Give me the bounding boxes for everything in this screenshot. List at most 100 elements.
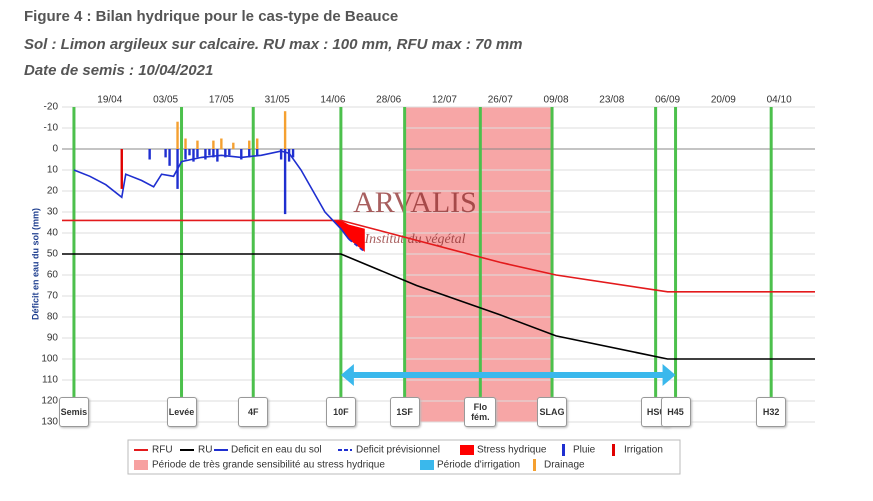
bar	[256, 149, 259, 156]
x-tick-label: 20/09	[711, 95, 736, 106]
watermark: ARVALIS	[353, 186, 477, 219]
x-tick-label: 17/05	[209, 95, 234, 106]
bar	[291, 149, 295, 158]
bar	[196, 140, 199, 149]
bar	[287, 149, 291, 162]
series-line	[62, 219, 815, 293]
y-tick-label: 100	[41, 354, 58, 365]
y-tick-label: -20	[44, 102, 59, 113]
stage-label: H32	[756, 397, 787, 427]
series-line	[73, 150, 350, 240]
bar	[216, 149, 219, 162]
x-tick-label: 26/07	[488, 95, 513, 106]
stage-label: 1SF	[389, 397, 420, 427]
bar	[224, 149, 227, 158]
bar	[232, 142, 235, 149]
bar	[176, 121, 179, 149]
legend-swatch	[562, 444, 565, 456]
bar	[164, 149, 167, 158]
x-tick-label: 23/08	[599, 95, 624, 106]
bar	[283, 149, 287, 215]
bar	[212, 149, 215, 158]
legend-label: Période d'irrigation	[437, 460, 520, 471]
arrow-head	[662, 364, 676, 386]
bar	[256, 138, 259, 149]
chart-subtitle: Sol : Limon argileux sur calcaire. RU ma…	[24, 36, 523, 53]
x-tick-label: 14/06	[320, 95, 345, 106]
stage-label: H45	[660, 397, 691, 427]
y-tick-label: 0	[52, 144, 58, 155]
bar	[228, 149, 231, 156]
arrow-head	[340, 364, 354, 386]
bar	[192, 149, 195, 162]
y-tick-label: 40	[47, 228, 59, 239]
legend-swatch	[533, 459, 536, 471]
bar	[283, 111, 287, 149]
y-tick-label: 90	[47, 333, 59, 344]
chart-subtitle: Date de semis : 10/04/2021	[24, 62, 214, 79]
bar	[176, 149, 179, 189]
bar	[120, 149, 123, 189]
legend-box	[127, 439, 681, 475]
legend-label: Stress hydrique	[477, 445, 547, 456]
y-tick-label: 50	[47, 249, 59, 260]
bar	[212, 140, 215, 149]
legend-swatch	[612, 444, 615, 456]
bar	[204, 149, 207, 160]
x-tick-label: 31/05	[265, 95, 290, 106]
bar	[148, 149, 151, 160]
y-tick-label: 80	[47, 312, 59, 323]
legend-swatch	[420, 460, 434, 470]
legend-label: Pluie	[573, 445, 596, 456]
legend-swatch	[134, 460, 148, 470]
bar	[248, 149, 251, 158]
stage-label: Semis	[58, 397, 89, 427]
bar	[220, 138, 223, 149]
x-tick-label: 09/08	[544, 95, 569, 106]
y-tick-label: 10	[47, 165, 59, 176]
bar	[208, 149, 211, 156]
y-tick-label: 20	[47, 186, 59, 197]
y-tick-label: 130	[41, 417, 58, 428]
stage-label: 10F	[325, 397, 356, 427]
legend-label: Période de très grande sensibilité au st…	[152, 460, 385, 471]
x-tick-label: 19/04	[97, 95, 122, 106]
sensitive-period	[404, 107, 553, 422]
x-tick-label: 28/06	[376, 95, 401, 106]
legend-label: Drainage	[544, 460, 585, 471]
stage-label: SLAG	[537, 397, 568, 427]
bar	[168, 149, 171, 166]
y-tick-label: 60	[47, 270, 59, 281]
x-tick-label: 12/07	[432, 95, 457, 106]
y-tick-label: 70	[47, 291, 59, 302]
y-tick-label: 30	[47, 207, 59, 218]
legend-label: RFU	[152, 445, 173, 456]
legend-swatch	[460, 445, 474, 455]
y-tick-label: -10	[44, 123, 59, 134]
bar	[248, 140, 251, 149]
y-tick-label: 120	[41, 396, 58, 407]
legend-label: Deficit prévisionnel	[356, 445, 440, 456]
series-line	[348, 238, 366, 253]
x-tick-label: 03/05	[153, 95, 178, 106]
legend-label: Deficit en eau du sol	[231, 445, 322, 456]
irrigation-period	[340, 364, 676, 386]
legend-label: Irrigation	[624, 445, 663, 456]
bar	[184, 149, 187, 160]
stage-label: Levée	[166, 397, 197, 427]
legend-label: RU	[198, 445, 212, 456]
bar	[196, 149, 199, 158]
stage-label: 4F	[238, 397, 269, 427]
y-tick-label: 110	[42, 375, 58, 386]
x-tick-label: 06/09	[655, 95, 680, 106]
chart-title: Figure 4 : Bilan hydrique pour le cas-ty…	[24, 8, 399, 25]
stage-label: Flo fém.	[464, 397, 497, 427]
x-tick-label: 04/10	[767, 95, 792, 106]
y-axis-label: Déficit en eau du sol (mm)	[30, 208, 40, 320]
bar	[240, 149, 243, 160]
series-line	[62, 253, 815, 360]
bar	[188, 149, 191, 156]
bar	[279, 149, 283, 160]
